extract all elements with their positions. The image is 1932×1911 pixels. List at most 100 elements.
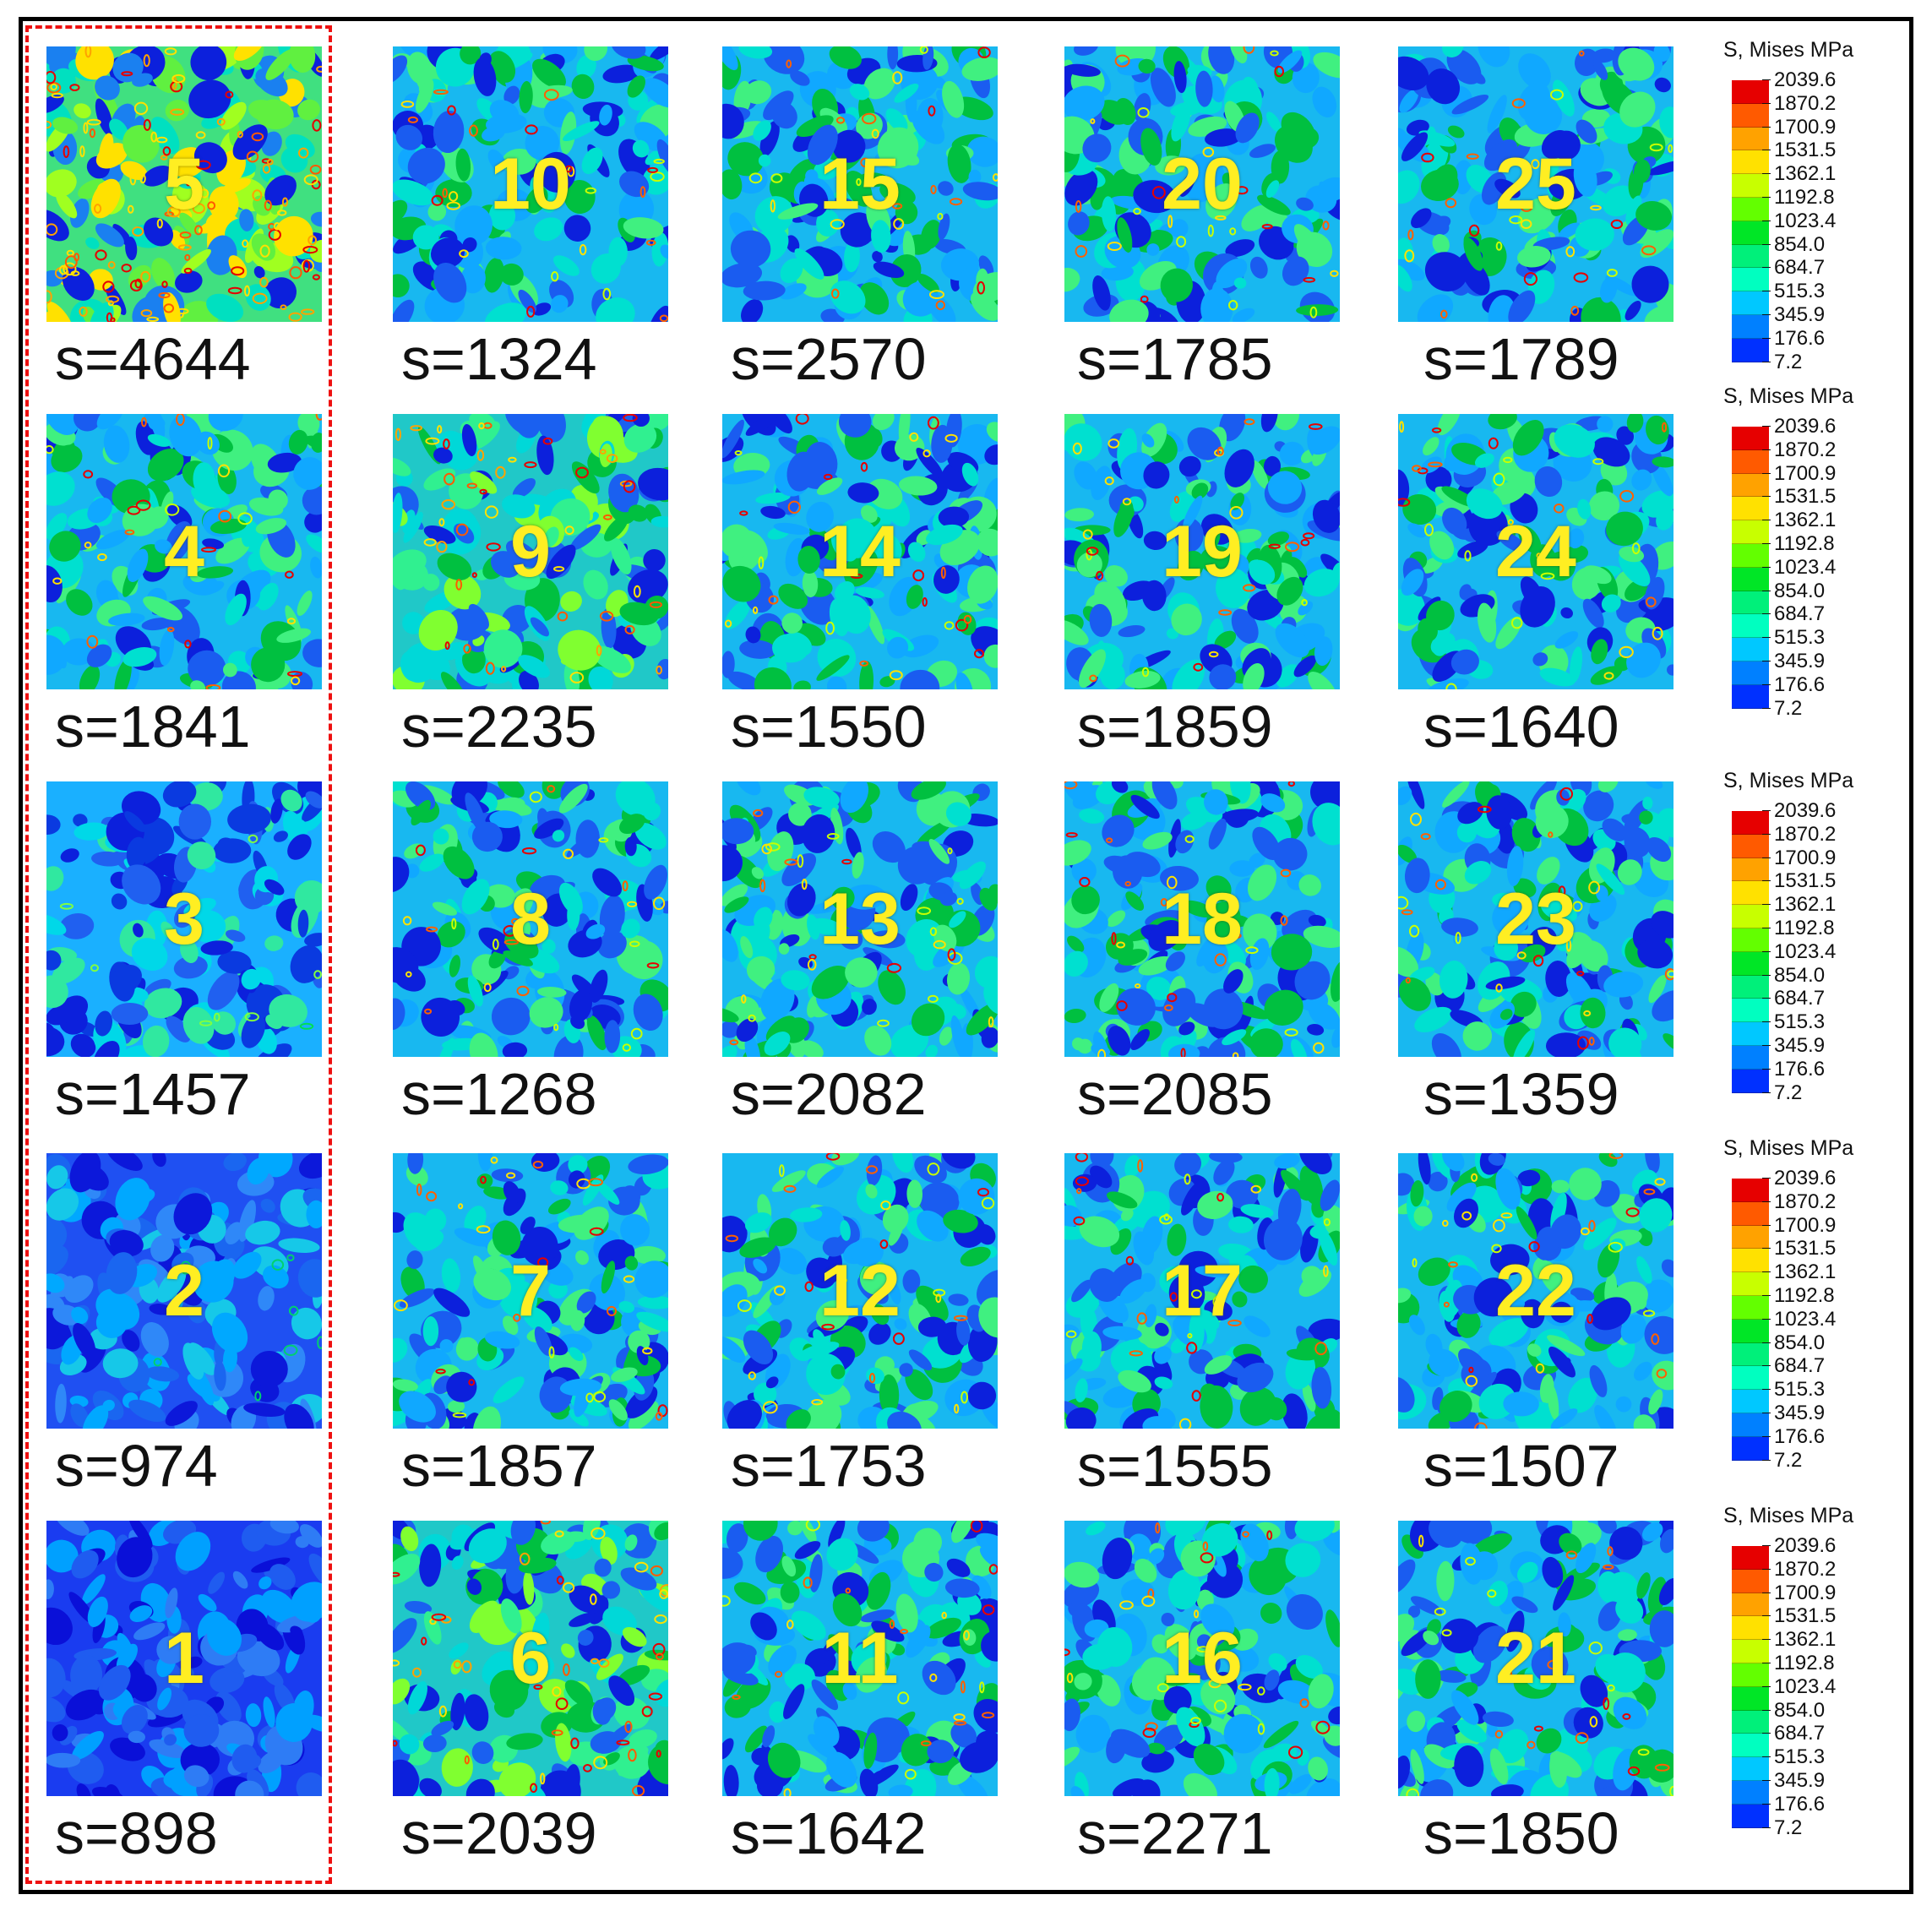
sample-number: 9	[510, 510, 551, 592]
stress-map-5: 5	[46, 46, 322, 322]
stress-field-image	[1064, 781, 1340, 1057]
stress-field-image	[393, 781, 668, 1057]
stress-map-2: 2	[46, 1153, 322, 1429]
score-label-4: s=1841	[55, 694, 251, 760]
stress-map-14: 14	[722, 414, 998, 689]
stress-map-19: 19	[1064, 414, 1340, 689]
legend-tick-label: 684.7	[1761, 256, 1826, 280]
legend-tick-label: 2039.6	[1761, 1534, 1837, 1557]
legend-swatch	[1732, 1780, 1769, 1805]
legend-swatch	[1732, 1663, 1769, 1687]
legend-swatch	[1732, 614, 1769, 639]
stress-field-image	[722, 414, 998, 689]
sample-number: 5	[164, 143, 204, 225]
legend-colorbar	[1732, 1179, 1769, 1461]
legend-tick-label: 345.9	[1761, 650, 1826, 672]
legend-tick-label: 345.9	[1761, 1034, 1826, 1057]
legend-tick-label: 1192.8	[1762, 1284, 1835, 1307]
legend-swatch	[1732, 1225, 1769, 1250]
legend-swatch	[1732, 661, 1769, 685]
stress-map-16: 16	[1064, 1521, 1340, 1796]
legend-title: S, Mises MPa	[1723, 1136, 1854, 1160]
stress-field-image	[722, 1153, 998, 1429]
score-label-3: s=1457	[55, 1061, 251, 1127]
legend-swatch	[1732, 638, 1769, 662]
legend-tick-label: 1023.4	[1761, 939, 1837, 963]
score-label-5: s=4644	[55, 326, 251, 392]
stress-field-image	[1064, 414, 1340, 689]
legend-tick-label: 1023.4	[1761, 209, 1837, 232]
sample-number: 18	[1162, 878, 1243, 960]
legend-swatch	[1732, 905, 1769, 928]
stress-field-image	[1398, 414, 1673, 689]
legend-swatch	[1732, 220, 1769, 245]
legend-swatch	[1732, 834, 1769, 858]
legend-tick-label: 684.7	[1761, 987, 1826, 1010]
legend-tick-label: 176.6	[1761, 672, 1826, 696]
legend-swatch	[1732, 1804, 1769, 1828]
score-label-25: s=1789	[1423, 326, 1619, 392]
legend-tick-label: 515.3	[1761, 626, 1826, 650]
legend-tick-label: 345.9	[1761, 1769, 1826, 1792]
legend-swatch	[1732, 1249, 1769, 1273]
stress-field-image	[393, 1153, 668, 1429]
legend-swatch	[1732, 975, 1769, 999]
legend-swatch	[1732, 567, 1769, 591]
legend-tick-label: 854.0	[1761, 579, 1826, 602]
legend-swatch	[1732, 1546, 1769, 1570]
color-legend: S, Mises MPa 2039.6 1870.2 1700.9 1531.5 1362…	[1723, 384, 1918, 722]
score-label-17: s=1555	[1077, 1433, 1273, 1499]
legend-swatch	[1732, 811, 1769, 835]
stress-field-image	[46, 781, 322, 1057]
legend-swatch	[1732, 150, 1769, 175]
legend-swatch	[1732, 1710, 1769, 1734]
legend-colorbar	[1732, 427, 1769, 709]
stress-field-image	[1064, 46, 1340, 322]
legend-title: S, Mises MPa	[1723, 38, 1854, 62]
sample-number: 14	[819, 510, 901, 592]
legend-tick-label: 1531.5	[1761, 1604, 1837, 1628]
sample-number: 7	[510, 1250, 551, 1331]
legend-colorbar	[1732, 811, 1769, 1093]
legend-swatch	[1732, 197, 1769, 221]
score-label-20: s=1785	[1077, 326, 1273, 392]
legend-tick-label: 176.6	[1761, 1057, 1826, 1081]
score-label-22: s=1507	[1423, 1433, 1619, 1499]
stress-field-image	[393, 414, 668, 689]
legend-swatch	[1732, 1179, 1769, 1202]
legend-tick-label: 1023.4	[1761, 1674, 1837, 1698]
score-label-8: s=1268	[401, 1061, 597, 1127]
legend-swatch	[1732, 473, 1769, 498]
legend-tick-label: 515.3	[1761, 1010, 1826, 1034]
legend-tick-label: 515.3	[1761, 1745, 1826, 1769]
stress-map-8: 8	[393, 781, 668, 1057]
score-label-15: s=2570	[731, 326, 927, 392]
legend-swatch	[1732, 951, 1769, 976]
score-label-23: s=1359	[1423, 1061, 1619, 1127]
legend-tick-label: 684.7	[1761, 602, 1826, 626]
stress-field-image	[722, 1521, 998, 1796]
highlight-box	[25, 25, 332, 1884]
stress-map-6: 6	[393, 1521, 668, 1796]
legend-tick-label: 176.6	[1761, 1424, 1826, 1448]
legend-title: S, Mises MPa	[1723, 384, 1854, 408]
stress-field-image	[46, 46, 322, 322]
score-label-12: s=1753	[731, 1433, 927, 1499]
sample-number: 17	[1162, 1250, 1243, 1331]
stress-field-image	[46, 1153, 322, 1429]
legend-tick-label: 1531.5	[1761, 869, 1837, 893]
legend-swatch	[1732, 1272, 1769, 1296]
legend-swatch	[1732, 1366, 1769, 1391]
legend-tick-label: 1362.1	[1761, 893, 1837, 917]
color-legend: S, Mises MPa 2039.6 1870.2 1700.9 1531.5 1362…	[1723, 1504, 1918, 1842]
sample-number: 13	[819, 878, 901, 960]
sample-number: 15	[819, 143, 901, 225]
legend-swatch	[1732, 338, 1769, 362]
score-label-14: s=1550	[731, 694, 927, 760]
legend-swatch	[1732, 1640, 1769, 1663]
legend-tick-label: 1700.9	[1761, 1581, 1837, 1604]
legend-tick-label: 1870.2	[1761, 1190, 1837, 1213]
legend-swatch	[1732, 1413, 1769, 1437]
legend-swatch	[1732, 543, 1769, 568]
legend-tick-label: 1023.4	[1761, 1307, 1837, 1331]
